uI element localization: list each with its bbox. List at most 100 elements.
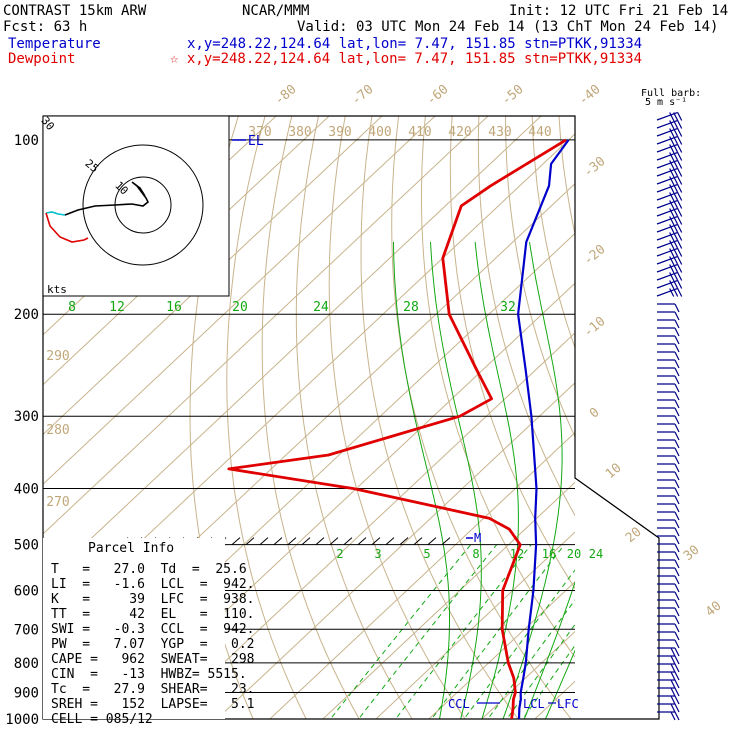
- wind-barb: [657, 447, 680, 457]
- hatch-mark: [301, 537, 311, 546]
- hatch-mark: [371, 537, 381, 546]
- moist-adiabat: [502, 241, 563, 719]
- wind-barb: [657, 479, 680, 489]
- temperature-location: x,y=248.22,124.64 lat,lon= 7.47, 151.85 …: [187, 36, 642, 52]
- mixing-ratio-line: [487, 599, 575, 719]
- dewpoint-series-line: [227, 138, 567, 719]
- isotherm-labels: -80 -70 -60 -50 -40 -30 -20 -10 0 10 20 30 40: [272, 82, 725, 620]
- wind-barb: [657, 367, 680, 377]
- hatch-mark: [259, 537, 269, 546]
- parcel-info-row: PW = 7.07 YGP = 0.2: [51, 637, 255, 652]
- moist-adiabat: [393, 241, 450, 719]
- wind-barb: [657, 463, 680, 473]
- hodograph-box: [42, 115, 230, 297]
- wind-barb: [657, 527, 680, 537]
- lcl-label: LCL: [523, 697, 545, 711]
- ccl-label: CCL: [448, 697, 470, 711]
- isotherm-label: -40: [576, 82, 604, 109]
- mixing-ratio-label: 2: [336, 547, 343, 561]
- theta-label: 280: [46, 423, 69, 438]
- forecast-hour: Fcst: 63 h: [3, 19, 87, 35]
- wind-barb: [657, 399, 680, 409]
- isotherm-label: 10: [603, 461, 625, 483]
- hatch-mark: [315, 537, 325, 546]
- hatch-mark: [427, 537, 437, 546]
- hatch-mark: [385, 537, 395, 546]
- temperature-legend: Temperature: [8, 36, 101, 52]
- isotherm: [43, 116, 383, 436]
- wind-barb-column: Full barb: 5 m s⁻¹: [641, 88, 701, 721]
- wind-barb: [656, 207, 683, 217]
- el-label: EL: [248, 134, 264, 149]
- isotherm-label: 0: [587, 405, 603, 422]
- mixing-ratio-label: 5: [423, 547, 430, 561]
- wind-barb: [656, 159, 683, 169]
- valid-time: Valid: 03 UTC Mon 24 Feb 14 (13 ChT Mon …: [297, 19, 718, 35]
- wind-barb: [657, 391, 680, 401]
- pressure-tick-label: 500: [14, 538, 39, 554]
- isotherm: [322, 481, 575, 719]
- dry-adiabat: [360, 116, 519, 719]
- parcel-info-row: LI = -1.6 LCL = 942.: [51, 577, 255, 592]
- hatch-mark: [441, 537, 451, 546]
- hatch-mark: [273, 537, 283, 546]
- dry-adiabat: [558, 116, 575, 237]
- wind-barb: [656, 143, 683, 153]
- moist-adiabat: [545, 649, 575, 719]
- hatch-mark: [287, 537, 297, 546]
- parcel-info-row: K = 39 LFC = 938.: [51, 592, 255, 607]
- pressure-tick-label: 600: [14, 584, 39, 600]
- pressure-tick-label: 400: [14, 482, 39, 498]
- organization: NCAR/MMM: [242, 3, 309, 19]
- dry-adiabat: [477, 116, 575, 517]
- wind-barb: [656, 239, 683, 249]
- wind-barb: [657, 583, 680, 593]
- wind-barb: [656, 119, 683, 129]
- isotherm: [428, 581, 575, 719]
- isotherm-label: -70: [349, 82, 377, 109]
- wind-barb: [657, 679, 680, 689]
- theta-label: 420: [448, 125, 471, 140]
- barb-legend-line1: Full barb:: [641, 88, 701, 99]
- theta-label: 410: [408, 125, 431, 140]
- wind-barb: [656, 279, 683, 289]
- wind-barb: [657, 311, 680, 321]
- pressure-tick-label: 200: [14, 307, 39, 323]
- moist-adiabat: [523, 580, 575, 719]
- wind-barb: [657, 631, 680, 641]
- isotherm: [43, 116, 436, 485]
- wind-barb: [656, 151, 683, 161]
- wind-barb: [656, 255, 683, 265]
- wind-barb: [657, 351, 680, 361]
- pressure-tick-label: 300: [14, 409, 39, 425]
- theta-label: 290: [46, 349, 69, 364]
- wind-barb: [657, 607, 680, 617]
- isotherm-label: -30: [581, 154, 609, 181]
- parcel-info-row: CELL = 085/12: [51, 712, 153, 727]
- wind-barb: [657, 551, 680, 561]
- wind-barb: [657, 327, 680, 337]
- wind-barb: [656, 247, 683, 257]
- wind-barb: [657, 591, 680, 601]
- wind-barb: [657, 703, 680, 713]
- hatch-mark: [343, 537, 353, 546]
- wind-barb: [656, 175, 683, 185]
- moist-adiabat-label: 8: [68, 300, 76, 315]
- hodograph: 30 25 10 kts: [38, 114, 230, 297]
- wind-barb: [657, 375, 680, 385]
- dry-adiabat: [531, 116, 575, 350]
- wind-barb: [657, 575, 680, 585]
- moist-adiabat-label: 16: [166, 300, 182, 315]
- wind-barb: [657, 687, 680, 697]
- hodo-trace-black: [64, 181, 150, 216]
- parcel-info-row: CAPE = 962 SWEAT= 298: [51, 652, 255, 667]
- wind-barb: [656, 199, 683, 209]
- wind-barb: [656, 191, 683, 201]
- mixing-ratio-line: [506, 623, 575, 719]
- wind-barb: [657, 615, 680, 625]
- isotherm-label: -80: [272, 82, 300, 109]
- mixing-ratio-label: 24: [589, 547, 603, 561]
- wind-barb: [656, 287, 683, 297]
- barb-legend-line2: 5 m s⁻¹: [645, 97, 687, 108]
